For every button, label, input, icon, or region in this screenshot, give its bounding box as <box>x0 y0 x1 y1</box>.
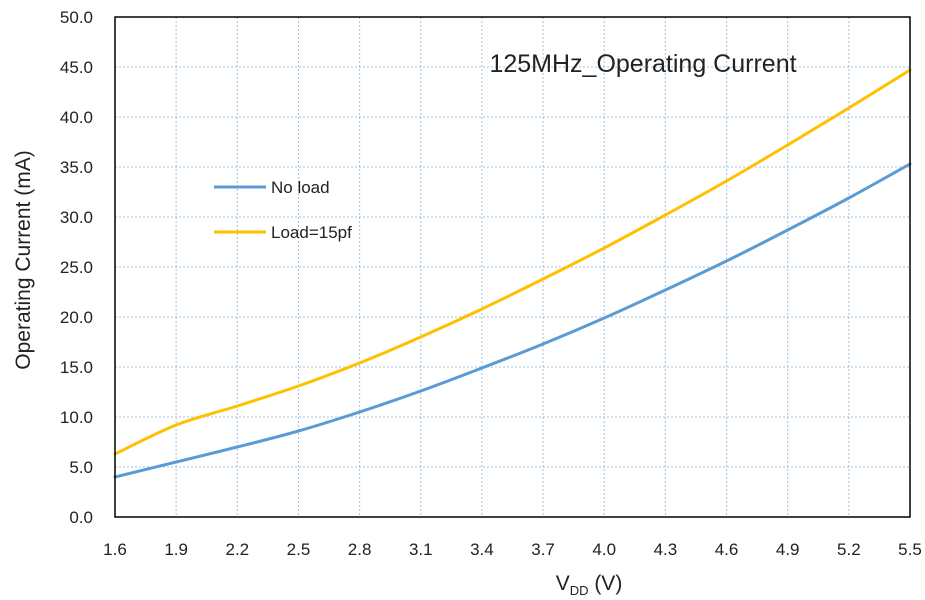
x-axis-title-suffix: (V) <box>588 572 622 595</box>
x-tick-label: 4.9 <box>776 540 800 559</box>
x-tick-label: 2.2 <box>225 540 249 559</box>
y-tick-label: 5.0 <box>69 458 93 477</box>
x-axis-title-subscript: DD <box>570 583 589 598</box>
x-tick-label: 1.6 <box>103 540 127 559</box>
x-tick-label: 2.5 <box>287 540 311 559</box>
y-tick-label: 45.0 <box>60 58 93 77</box>
legend-label-no-load: No load <box>271 178 330 197</box>
series-line-load-15pf <box>113 68 912 456</box>
y-tick-label: 40.0 <box>60 108 93 127</box>
y-tick-label: 50.0 <box>60 8 93 27</box>
x-tick-label: 3.4 <box>470 540 494 559</box>
x-axis-ticks: 1.6 1.9 2.2 2.5 2.8 3.1 3.4 3.7 4.0 4.3 4.6 4.9 5.2 5… <box>103 540 922 559</box>
x-tick-label: 4.0 <box>592 540 616 559</box>
y-axis-title: Operating Current (mA) <box>12 150 35 369</box>
legend-label-load-15pf: Load=15pf <box>271 223 352 242</box>
x-tick-label: 3.7 <box>531 540 555 559</box>
x-tick-label: 2.8 <box>348 540 372 559</box>
y-tick-label: 10.0 <box>60 408 93 427</box>
y-tick-label: 15.0 <box>60 358 93 377</box>
chart-title: 125MHz_Operating Current <box>489 50 796 78</box>
y-tick-label: 25.0 <box>60 258 93 277</box>
x-tick-label: 4.6 <box>715 540 739 559</box>
legend: No load Load=15pf <box>214 178 352 242</box>
x-tick-label: 3.1 <box>409 540 433 559</box>
plot-area-border <box>114 16 911 518</box>
x-axis-title: VDD (V) <box>556 572 623 598</box>
gridlines <box>115 17 910 517</box>
x-tick-label: 4.3 <box>654 540 678 559</box>
y-tick-label: 20.0 <box>60 308 93 327</box>
x-tick-label: 5.5 <box>898 540 922 559</box>
y-tick-label: 30.0 <box>60 208 93 227</box>
y-tick-label: 0.0 <box>69 508 93 527</box>
x-tick-label: 1.9 <box>164 540 188 559</box>
x-tick-label: 5.2 <box>837 540 861 559</box>
y-tick-label: 35.0 <box>60 158 93 177</box>
series-line-no-load <box>113 162 912 479</box>
y-axis-ticks: 0.0 5.0 10.0 15.0 20.0 25.0 30.0 35.0 40.0 45.0 50… <box>60 8 93 527</box>
series-lines <box>113 68 912 479</box>
